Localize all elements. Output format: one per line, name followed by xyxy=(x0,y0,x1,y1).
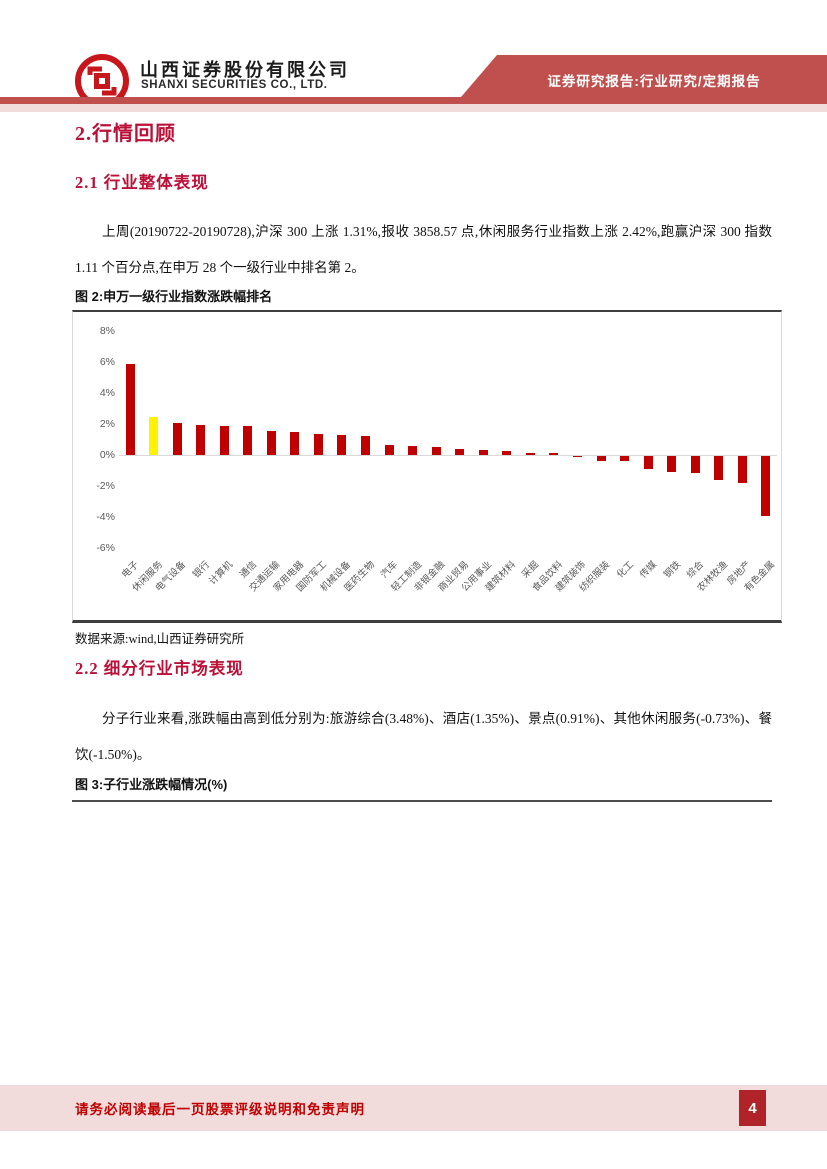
bar-钢铁 xyxy=(667,456,677,472)
paragraph-market-summary: 上周(20190722-20190728),沪深 300 上涨 1.31%,报收… xyxy=(75,224,772,275)
data-source: 数据来源:wind,山西证券研究所 xyxy=(75,632,245,646)
bar-传媒 xyxy=(643,456,653,470)
y-axis-tick: 6% xyxy=(99,356,115,368)
y-axis-tick: -6% xyxy=(96,542,115,554)
y-axis-tick: 4% xyxy=(99,387,115,399)
y-axis-tick: 2% xyxy=(99,418,115,430)
bar-电子 xyxy=(125,363,135,455)
bar-银行 xyxy=(196,424,206,455)
industry-change-bar-chart: 8% 6% 4% 2% 0% -2% -4% -6% 电子 休闲服务 电气设备 银行 计算机 通信 交通运输… xyxy=(72,310,782,623)
bar-非银金融 xyxy=(431,447,441,455)
report-type-label: 证券研究报告:行业研究/定期报告 xyxy=(547,73,761,89)
y-axis-tick: -4% xyxy=(96,511,115,523)
bar-计算机 xyxy=(219,425,229,455)
bar-纺织服装 xyxy=(596,456,606,461)
bar-有色金属 xyxy=(761,456,771,516)
bar-综合 xyxy=(690,456,700,474)
subsection-title-2-2: 2.2 细分行业市场表现 xyxy=(75,659,244,678)
y-axis-tick: -2% xyxy=(96,480,115,492)
subsection-title-2-1: 2.1 行业整体表现 xyxy=(75,173,209,192)
bar-建筑材料 xyxy=(502,450,512,455)
bar-休闲服务 xyxy=(149,417,159,455)
figure3-caption: 图 3:子行业涨跌幅情况(%) xyxy=(75,777,228,792)
bar-医药生物 xyxy=(361,435,370,455)
bar-轻工制造 xyxy=(408,445,418,455)
figure2-caption: 图 2:申万一级行业指数涨跌幅排名 xyxy=(75,289,273,304)
bar-采掘 xyxy=(525,452,535,455)
header-pink-rule xyxy=(0,104,827,112)
y-axis-tick: 8% xyxy=(99,325,115,337)
company-name-en: SHANXI SECURITIES CO., LTD. xyxy=(141,79,328,91)
header-rule xyxy=(0,97,827,104)
bar-农林牧渔 xyxy=(714,456,724,481)
bar-公用事业 xyxy=(478,450,488,455)
zero-gridline xyxy=(119,455,777,456)
y-axis-tick: 0% xyxy=(99,449,115,461)
report-type-banner: 证券研究报告:行业研究/定期报告 xyxy=(455,55,827,104)
company-name-cn: 山西证券股份有限公司 xyxy=(140,60,350,80)
footer-band xyxy=(0,1085,827,1131)
bar-化工 xyxy=(620,456,630,462)
bar-家用电器 xyxy=(290,431,300,455)
bar-交通运输 xyxy=(266,430,276,455)
bar-汽车 xyxy=(384,444,394,455)
page-number-badge: 4 xyxy=(739,1090,766,1126)
bar-通信 xyxy=(243,426,253,455)
bar-食品饮料 xyxy=(549,453,559,455)
bar-电气设备 xyxy=(172,423,182,455)
bar-商业贸易 xyxy=(455,449,465,455)
footer-disclaimer: 请务必阅读最后一页股票评级说明和免责声明 xyxy=(75,1102,365,1117)
bar-房地产 xyxy=(737,456,747,484)
bar-建筑装饰 xyxy=(572,456,582,457)
section-title: 2.行情回顾 xyxy=(75,123,176,145)
paragraph-subsector-summary: 分子行业来看,涨跌幅由高到低分别为:旅游综合(3.48%)、酒店(1.35%)、… xyxy=(75,711,772,762)
bar-机械设备 xyxy=(337,434,347,455)
figure3-top-rule xyxy=(72,800,772,802)
bar-国防军工 xyxy=(313,434,323,455)
